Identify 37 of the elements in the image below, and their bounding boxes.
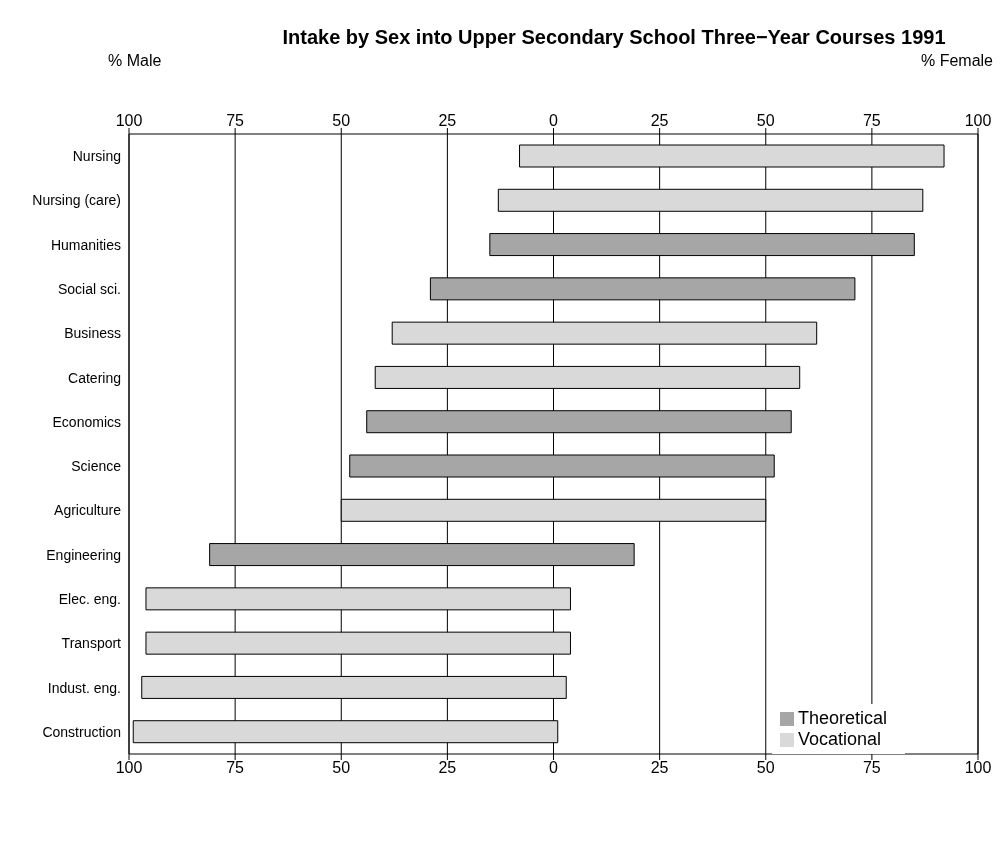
y-tick-label: Social sci. [57, 280, 121, 297]
x-tick-label: 100 [964, 112, 992, 129]
text: % Female [920, 52, 994, 69]
x-tick-label: 75 [226, 112, 245, 129]
x2-tick-label: 50 [756, 759, 775, 777]
x-tick-label: 25 [650, 112, 669, 129]
y-tick-label: Construction [42, 723, 121, 740]
x2-tick-label: 100 [964, 759, 992, 777]
x-tick-label: 50 [756, 112, 775, 129]
y-tick-label: Humanities [50, 236, 121, 253]
y-tick-label: Catering [68, 369, 121, 386]
legend-label: Theoretical [797, 708, 887, 728]
y-tick-label: Engineering [46, 546, 121, 563]
chart-title: Intake by Sex into Upper Secondary School Three−Year Courses 1991 [282, 26, 946, 48]
x2-tick-label: 75 [862, 759, 881, 777]
y-tick-label: Transport [61, 635, 122, 652]
x-tick-label: 50 [332, 112, 351, 129]
x-tick-label: 25 [438, 112, 457, 129]
y-tick-label: Nursing [72, 148, 121, 165]
y-tick-label: Science [71, 458, 122, 475]
x2-tick-label: 25 [438, 759, 457, 777]
y-tick-label: Elec. eng. [58, 590, 121, 607]
y-tick-label: Nursing (care) [32, 192, 121, 209]
x2-tick-label: 25 [650, 759, 669, 777]
x2-tick-label: 0 [549, 759, 559, 777]
y-tick-label: Economics [52, 413, 121, 430]
y-tick-label: Business [64, 325, 121, 342]
x2-tick-label: 100 [115, 759, 143, 777]
y-tick-label: Agriculture [54, 502, 122, 519]
text: % Male [108, 52, 162, 69]
x2-tick-label: 50 [332, 759, 351, 777]
y-tick-label: Indust. eng. [47, 679, 121, 696]
x-tick-label: 0 [549, 112, 559, 129]
x-tick-label: 100 [115, 112, 143, 129]
x-tick-label: 75 [862, 112, 881, 129]
legend-label: Vocational [797, 729, 882, 749]
x2-tick-label: 75 [226, 759, 245, 777]
